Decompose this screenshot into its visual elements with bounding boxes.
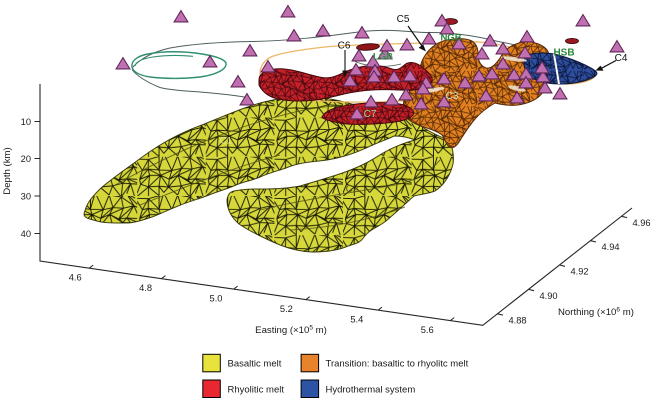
svg-text:4.88: 4.88 xyxy=(509,315,527,325)
svg-text:Transition: basaltic to rhyoli: Transition: basaltic to rhyolitc melt xyxy=(326,359,469,370)
svg-text:10: 10 xyxy=(21,117,31,127)
svg-text:4.92: 4.92 xyxy=(571,267,589,277)
svg-text:Basaltic melt: Basaltic melt xyxy=(228,359,282,370)
svg-text:30: 30 xyxy=(21,191,31,201)
svg-text:C2: C2 xyxy=(346,184,359,195)
svg-text:5.0: 5.0 xyxy=(210,294,223,304)
svg-text:40: 40 xyxy=(21,229,31,239)
svg-text:C6: C6 xyxy=(338,41,351,52)
svg-text:Northing (×106 m): Northing (×106 m) xyxy=(558,307,634,319)
svg-text:C3: C3 xyxy=(446,91,459,102)
svg-text:C7: C7 xyxy=(364,109,377,120)
svg-text:4.96: 4.96 xyxy=(633,218,651,228)
svg-text:NGB: NGB xyxy=(440,33,461,44)
svg-text:C1: C1 xyxy=(220,136,232,147)
svg-text:5.2: 5.2 xyxy=(280,304,293,314)
svg-text:Hydrothermal system: Hydrothermal system xyxy=(326,384,416,395)
svg-text:4.6: 4.6 xyxy=(69,273,82,283)
svg-text:LGB: LGB xyxy=(373,52,393,63)
svg-text:4.8: 4.8 xyxy=(139,283,152,293)
svg-text:HSB: HSB xyxy=(553,48,574,59)
svg-text:C4: C4 xyxy=(615,53,628,64)
svg-text:C5: C5 xyxy=(397,14,410,25)
svg-text:20: 20 xyxy=(21,154,31,164)
svg-text:Depth (km): Depth (km) xyxy=(2,147,13,194)
svg-text:5.6: 5.6 xyxy=(421,325,434,335)
svg-text:4.90: 4.90 xyxy=(540,291,558,301)
svg-text:Easting (×105 m): Easting (×105 m) xyxy=(255,325,327,337)
svg-text:5.4: 5.4 xyxy=(350,315,363,325)
svg-text:4.94: 4.94 xyxy=(602,242,620,252)
svg-text:Rhyolitic melt: Rhyolitic melt xyxy=(228,384,285,395)
